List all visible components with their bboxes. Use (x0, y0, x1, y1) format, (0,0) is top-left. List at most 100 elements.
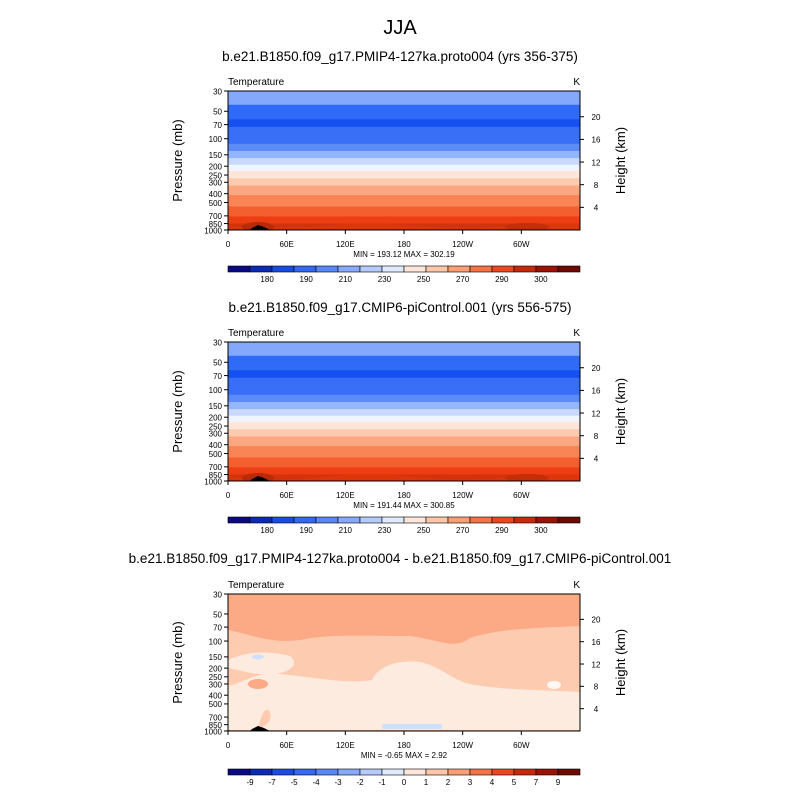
temperature-band (228, 446, 580, 459)
colorbar-label: 180 (260, 275, 274, 284)
pressure-tick-label: 500 (209, 199, 223, 208)
colorbar-label: 270 (456, 526, 470, 535)
longitude-tick-label: 120E (336, 240, 355, 249)
colorbar-swatch (535, 265, 559, 273)
colorbar-swatch (535, 768, 559, 776)
colorbar-swatch (513, 768, 537, 776)
colorbar-label: 1 (424, 778, 429, 787)
min-max-label: MIN = 193.12 MAX = 302.19 (353, 250, 455, 259)
units-label: K (573, 580, 580, 591)
colorbar-swatch (359, 768, 383, 776)
pressure-tick-label: 70 (213, 623, 222, 632)
colorbar-label: 180 (260, 526, 274, 535)
colorbar-swatch (381, 516, 405, 524)
pressure-tick-label: 150 (209, 402, 223, 411)
colorbar-label: 7 (534, 778, 539, 787)
pressure-tick-label: 30 (213, 590, 222, 599)
colorbar-swatch (469, 516, 493, 524)
pressure-tick-label: 300 (209, 680, 223, 689)
longitude-tick-label: 120E (336, 741, 355, 750)
pressure-tick-label: 200 (209, 163, 223, 172)
pressure-tick-label: 100 (209, 637, 223, 646)
pressure-tick-label: 70 (213, 121, 222, 130)
panel-1: b.e21.B1850.f09_g17.PMIP4-127ka.proto004… (170, 49, 628, 284)
colorbar-swatch (271, 516, 295, 524)
colorbar-swatch (249, 768, 273, 776)
longitude-tick-label: 60W (513, 491, 530, 500)
longitude-tick-label: 180 (397, 741, 411, 750)
panel-3: b.e21.B1850.f09_g17.PMIP4-127ka.proto004… (129, 551, 672, 787)
temperature-band (228, 143, 580, 152)
colorbar-swatch (227, 516, 251, 524)
temperature-band (228, 370, 580, 379)
pressure-tick-label: 30 (213, 338, 222, 347)
colorbar-swatch (491, 265, 515, 273)
y-axis-title: Pressure (mb) (170, 370, 185, 452)
colorbar-label: 210 (339, 275, 353, 284)
warm-patch (505, 474, 549, 481)
pressure-tick-label: 700 (209, 212, 223, 221)
pressure-tick-label: 250 (209, 673, 223, 682)
pressure-tick-label: 1000 (204, 226, 222, 235)
colorbar-swatch (249, 265, 273, 273)
temperature-band (228, 158, 580, 166)
height-tick-label: 8 (594, 432, 599, 441)
longitude-tick-label: 60W (513, 240, 530, 249)
colorbar-label: 210 (339, 526, 353, 535)
colorbar-label: -3 (334, 778, 342, 787)
pressure-tick-label: 700 (209, 713, 223, 722)
colorbar-swatch (403, 265, 427, 273)
colorbar-label: 290 (495, 275, 509, 284)
temperature-band (228, 457, 580, 469)
temperature-band (228, 467, 580, 476)
variable-label: Temperature (228, 580, 285, 591)
colorbar-swatch (557, 516, 581, 524)
colorbar-swatch (447, 768, 471, 776)
colorbar-label: 250 (417, 275, 431, 284)
colorbar-label: 250 (417, 526, 431, 535)
colorbar-swatch (315, 516, 339, 524)
y-axis-right-title: Height (km) (613, 127, 628, 194)
units-label: K (573, 328, 580, 339)
colorbar-swatch (491, 516, 515, 524)
panel-title: b.e21.B1850.f09_g17.CMIP6-piControl.001 … (229, 300, 572, 315)
colorbar-swatch (425, 768, 449, 776)
colorbar-label: 0 (402, 778, 407, 787)
terrain-mask (250, 225, 270, 230)
colorbar-swatch (513, 516, 537, 524)
temperature-band (228, 206, 580, 218)
longitude-tick-label: 180 (397, 491, 411, 500)
temperature-band (228, 171, 580, 180)
temperature-band (228, 401, 580, 411)
longitude-tick-label: 120W (452, 240, 473, 249)
y-axis-title: Pressure (mb) (170, 119, 185, 201)
colorbar-swatch (447, 265, 471, 273)
colorbar-label: -7 (268, 778, 276, 787)
longitude-tick-label: 120E (336, 491, 355, 500)
colorbar-swatch (557, 768, 581, 776)
pressure-tick-label: 50 (213, 610, 222, 619)
colorbar-label: 230 (378, 275, 392, 284)
diff-low-region (228, 661, 580, 730)
longitude-tick-label: 60E (280, 491, 294, 500)
temperature-band (228, 429, 580, 438)
diff-neg-patch (252, 654, 264, 660)
colorbar-swatch (447, 516, 471, 524)
colorbar-label: 3 (468, 778, 473, 787)
colorbar-label: 290 (495, 526, 509, 535)
colorbar-swatch (403, 516, 427, 524)
units-label: K (573, 77, 580, 88)
diff-neg-patch (382, 724, 442, 729)
colorbar-swatch (513, 265, 537, 273)
longitude-tick-label: 120W (452, 741, 473, 750)
min-max-label: MIN = -0.65 MAX = 2.92 (361, 751, 448, 760)
colorbar-label: 300 (534, 275, 548, 284)
diff-low-patch (547, 681, 561, 689)
pressure-tick-label: 100 (209, 135, 223, 144)
terrain-mask (250, 726, 270, 731)
colorbar-label: 300 (534, 526, 548, 535)
figure-title: JJA (383, 17, 417, 39)
colorbar-label: 190 (300, 526, 314, 535)
colorbar-swatch (293, 516, 317, 524)
height-tick-label: 12 (592, 158, 601, 167)
